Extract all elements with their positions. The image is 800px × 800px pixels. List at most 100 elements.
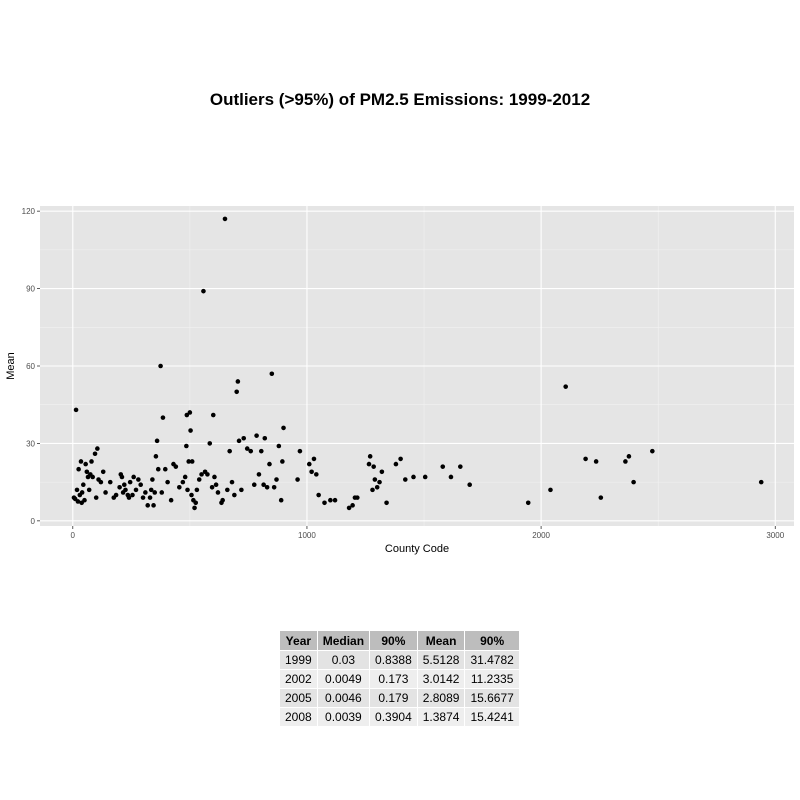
data-point xyxy=(131,474,136,480)
data-point xyxy=(440,464,446,469)
data-point xyxy=(193,500,199,506)
data-point xyxy=(213,482,219,488)
data-point xyxy=(411,474,416,480)
data-point xyxy=(322,500,327,506)
data-point xyxy=(158,363,163,369)
table-cell: 2008 xyxy=(279,707,318,727)
data-point xyxy=(236,438,242,444)
data-point xyxy=(145,503,151,508)
data-point xyxy=(103,490,108,495)
x-axis-label: County Code xyxy=(385,543,449,555)
data-point xyxy=(100,469,106,475)
data-point xyxy=(168,497,174,503)
data-point xyxy=(155,466,161,472)
data-point xyxy=(220,497,225,503)
data-point xyxy=(173,464,179,469)
data-point xyxy=(274,477,279,482)
data-point xyxy=(314,472,319,477)
data-point xyxy=(241,435,247,441)
data-point xyxy=(316,492,321,498)
data-point xyxy=(311,456,317,462)
data-point xyxy=(83,461,88,467)
data-point xyxy=(264,484,270,490)
data-point xyxy=(370,487,375,493)
y-tick-label: 120 xyxy=(22,207,36,216)
data-point xyxy=(254,433,259,438)
data-point xyxy=(143,490,148,495)
table-cell: 2.8089 xyxy=(416,688,466,708)
data-point xyxy=(280,459,285,464)
data-point xyxy=(84,469,90,475)
data-point xyxy=(153,454,159,459)
data-point xyxy=(201,288,206,294)
data-point xyxy=(205,472,210,477)
data-point xyxy=(398,456,403,462)
data-point xyxy=(210,412,216,418)
data-point xyxy=(583,456,588,462)
data-point xyxy=(276,443,282,449)
data-point xyxy=(130,492,135,498)
data-point xyxy=(78,459,84,464)
data-point xyxy=(650,448,655,454)
data-point xyxy=(212,474,217,480)
data-point xyxy=(182,474,188,480)
data-point xyxy=(354,495,360,500)
data-point xyxy=(593,459,599,464)
data-point xyxy=(117,484,122,490)
data-point xyxy=(256,472,262,477)
data-point xyxy=(525,500,531,506)
data-point xyxy=(121,482,127,488)
table-cell: 0.173 xyxy=(369,669,418,689)
table-row: 2008 0.0039 0.3904 1.3874 15.4241 xyxy=(279,707,520,727)
data-point xyxy=(98,479,104,485)
data-point xyxy=(123,487,128,493)
data-point xyxy=(467,482,472,488)
data-point xyxy=(598,495,604,500)
data-point xyxy=(133,487,139,493)
data-point xyxy=(251,482,257,488)
data-point xyxy=(189,459,195,464)
data-point xyxy=(160,415,166,420)
data-point xyxy=(248,448,254,454)
data-point xyxy=(95,446,100,451)
table-cell: 0.0049 xyxy=(316,669,371,689)
data-points xyxy=(71,216,764,511)
data-point xyxy=(232,492,237,498)
data-point xyxy=(346,505,352,511)
table-cell: 0.0046 xyxy=(316,688,371,708)
data-point xyxy=(393,461,399,467)
data-point xyxy=(136,477,141,482)
data-point xyxy=(278,497,284,503)
data-point xyxy=(209,484,215,490)
data-point xyxy=(374,484,380,490)
data-point xyxy=(79,490,85,495)
data-point xyxy=(269,371,275,377)
table-cell: 3.0142 xyxy=(416,669,466,689)
column-header: Mean xyxy=(416,630,466,651)
table-cell: 15.6677 xyxy=(464,688,520,708)
table-header-row: Year Median 90% Mean 90% xyxy=(279,630,520,651)
data-point xyxy=(92,451,98,457)
data-point xyxy=(162,466,168,472)
data-point xyxy=(448,474,454,480)
data-point xyxy=(93,495,99,500)
data-point xyxy=(76,466,81,472)
table-cell: 0.179 xyxy=(369,688,418,708)
data-point xyxy=(90,474,95,480)
y-tick-label: 30 xyxy=(26,439,35,448)
data-point xyxy=(189,492,194,498)
data-point xyxy=(126,495,132,500)
data-point xyxy=(631,479,636,485)
table-cell: 0.8388 xyxy=(369,650,418,670)
data-point xyxy=(623,459,628,464)
data-point xyxy=(350,503,355,508)
chart-title: Outliers (>95%) of PM2.5 Emissions: 1999… xyxy=(209,90,591,109)
data-point xyxy=(151,503,156,508)
data-point xyxy=(626,454,632,459)
table-cell: 31.4782 xyxy=(464,650,520,670)
data-point xyxy=(384,500,389,506)
column-header: Median xyxy=(316,630,371,651)
table-cell: 0.0039 xyxy=(316,707,371,727)
x-tick-label: 2000 xyxy=(532,531,550,540)
data-point xyxy=(192,505,197,511)
